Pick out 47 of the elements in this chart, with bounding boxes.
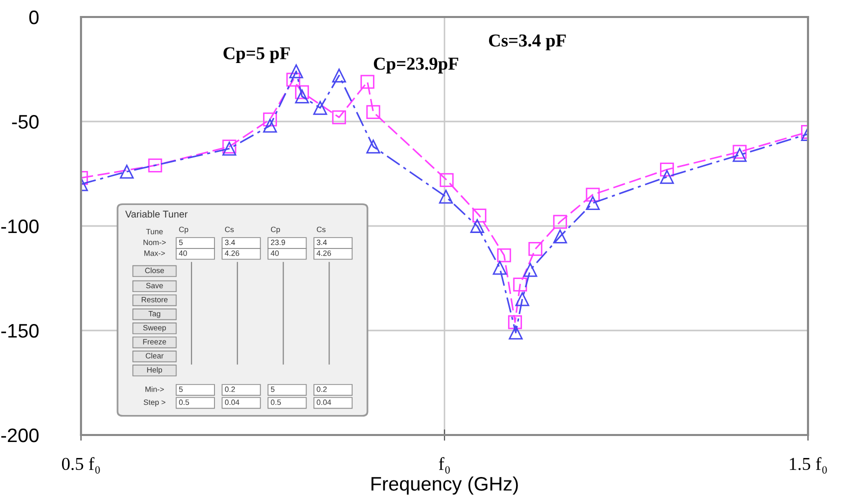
point <box>286 72 300 87</box>
point <box>586 188 600 202</box>
point <box>515 292 530 306</box>
x-tick-label: 0.5 f₀ <box>62 457 100 474</box>
annotation: Cp=23.9pF <box>374 58 458 74</box>
point <box>263 112 277 126</box>
annotation: Cs=3.4 pF <box>489 34 566 50</box>
point <box>513 278 528 292</box>
annotation: Cp=5 pF <box>224 47 290 64</box>
point <box>497 248 512 262</box>
point <box>366 105 380 120</box>
point <box>148 158 162 172</box>
y-tick-label: -100 <box>1 219 39 234</box>
point <box>295 89 309 104</box>
point <box>523 262 538 277</box>
point <box>660 162 674 177</box>
point <box>508 315 522 330</box>
text: Variable Tuner <box>125 210 188 218</box>
point <box>470 219 484 233</box>
point <box>472 208 486 222</box>
point <box>366 140 380 154</box>
point <box>360 74 374 89</box>
point <box>586 196 600 210</box>
point <box>440 173 454 187</box>
x-tick-label: 1.5 f₀ <box>790 457 827 474</box>
point <box>120 164 134 179</box>
point <box>313 100 328 115</box>
point <box>289 64 304 78</box>
x-axis-title: Frequency (GHz) <box>372 476 518 495</box>
y-tick-label: -150 <box>1 324 39 338</box>
y-tick-label: 0 <box>29 10 39 24</box>
point <box>528 242 542 256</box>
y-tick-label: -200 <box>1 428 39 442</box>
point <box>295 85 309 100</box>
point <box>492 260 507 275</box>
point <box>263 118 277 133</box>
point <box>332 68 346 82</box>
y-tick-label: -50 <box>12 114 39 129</box>
point <box>439 190 453 204</box>
point <box>508 326 523 340</box>
point <box>660 170 674 184</box>
point <box>732 148 747 162</box>
point <box>332 110 346 124</box>
point <box>553 230 568 244</box>
point <box>732 144 747 159</box>
x-tick-label: f₀ <box>438 457 450 474</box>
point <box>553 214 568 229</box>
